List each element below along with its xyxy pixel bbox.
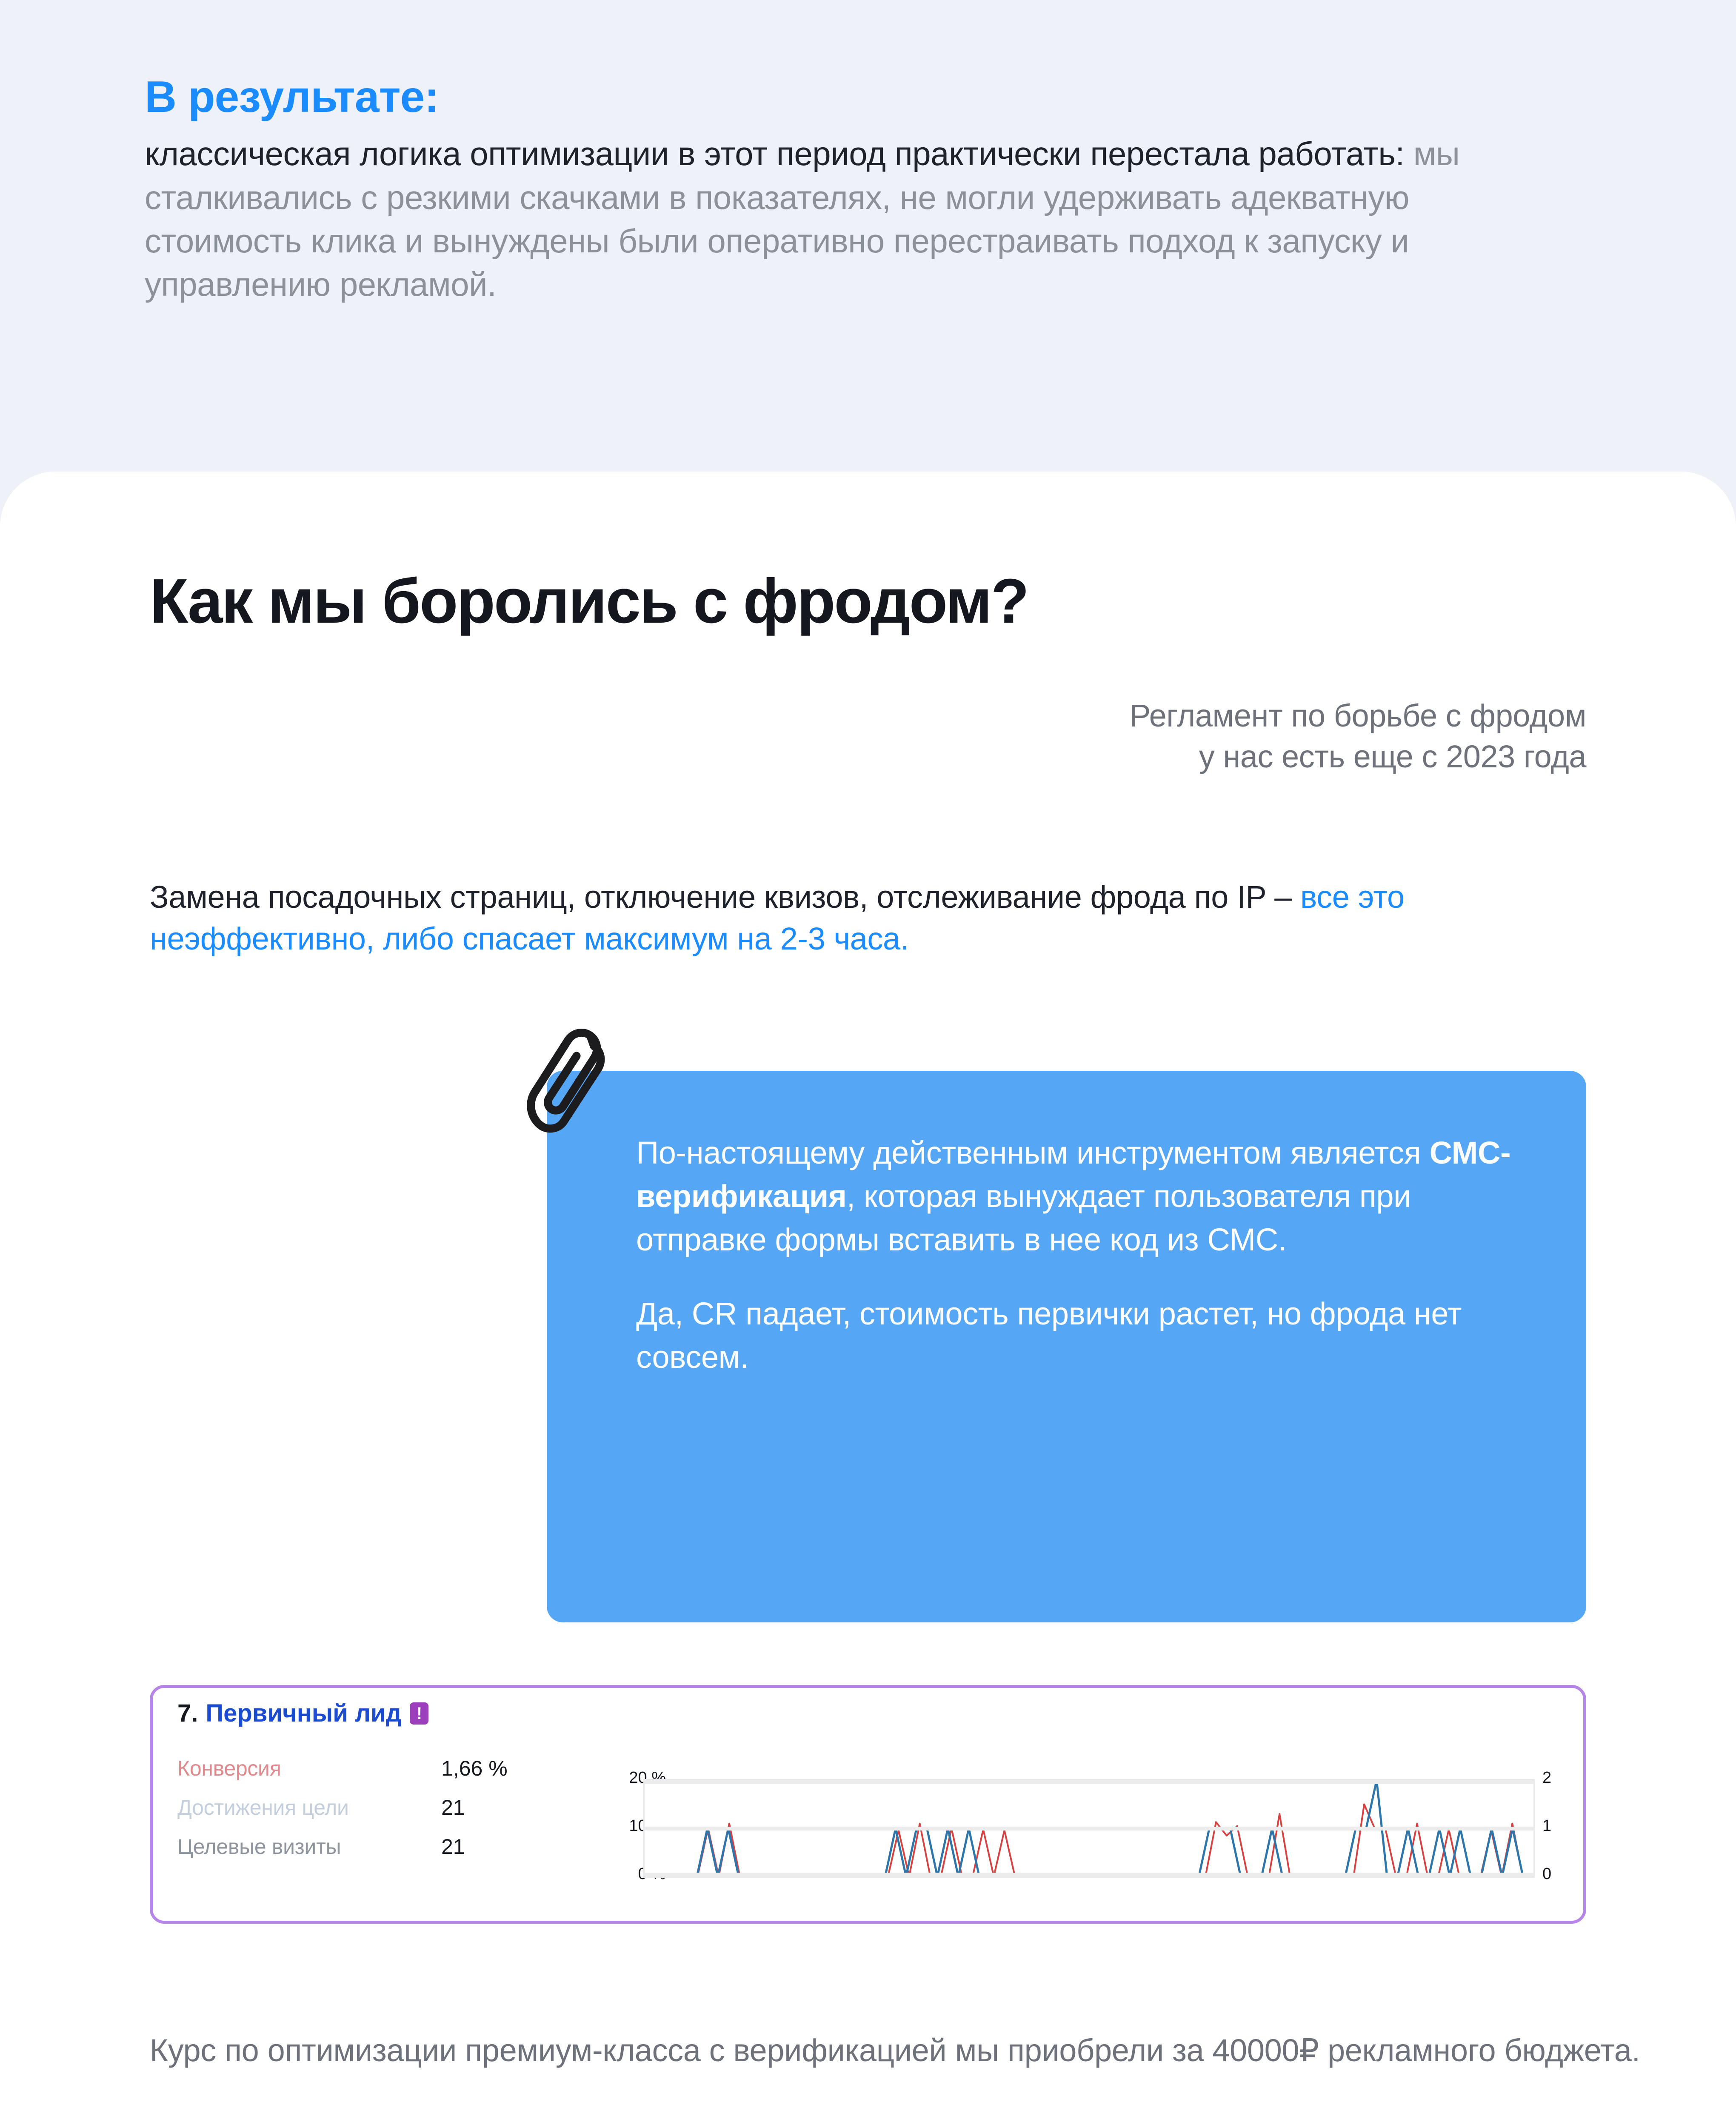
- metric-label: Целевые визиты: [177, 1835, 341, 1859]
- gridline-10: [645, 1827, 1533, 1831]
- intro-block: В результате: классическая логика оптими…: [145, 72, 1549, 306]
- callout-paragraph-2: Да, CR падает, стоимость первички растет…: [636, 1296, 1462, 1375]
- callout-p1-highlight: СМС-верификация: [636, 1135, 1511, 1214]
- table-row: Конверсия 1,66 %: [177, 1756, 560, 1795]
- subnote-line-2: у нас есть еще с 2023 года: [1199, 739, 1587, 775]
- section-subnote: Регламент по борьбе с фродом у нас есть …: [1130, 695, 1586, 777]
- callout-p1-part-a: По-настоящему действенным инструментом я…: [636, 1135, 1430, 1170]
- budget-paragraph: Курс по оптимизации премиум-класса с вер…: [150, 2033, 1640, 2068]
- right-axis-tick-2: 2: [1542, 1769, 1552, 1787]
- metric-rows: Конверсия 1,66 % Достижения цели 21 Целе…: [177, 1756, 560, 1873]
- callout-paragraph-1: По-настоящему действенным инструментом я…: [636, 1131, 1522, 1261]
- metric-label: Конверсия: [177, 1756, 281, 1780]
- paperclip-icon: [527, 1029, 605, 1133]
- sms-verification-callout-card: По-настоящему действенным инструментом я…: [547, 1071, 1586, 1622]
- intro-rest: мы сталкивались с резкими скачками в пок…: [145, 135, 1460, 303]
- chart-plot-area: [643, 1779, 1535, 1878]
- table-row: Целевые визиты 21: [177, 1834, 560, 1873]
- alert-badge-icon[interactable]: !: [410, 1702, 429, 1725]
- metric-card-header: 7. Первичный лид !: [177, 1699, 429, 1728]
- right-axis-tick-0: 0: [1542, 1865, 1552, 1883]
- para-blue-part: все это неэффективно, либо спасает макси…: [150, 879, 1405, 957]
- subnote-line-1: Регламент по борьбе с фродом: [1130, 698, 1586, 733]
- conversion-chart: 20 % 10 % 0 % 2 1 0: [596, 1753, 1574, 1898]
- callout-text-block: По-настоящему действенным инструментом я…: [636, 1131, 1522, 1379]
- page-title: Как мы боролись с фродом?: [150, 566, 1029, 636]
- metric-value: 21: [441, 1796, 465, 1819]
- intro-body: классическая логика оптимизации в этот п…: [145, 132, 1549, 306]
- gridline-20: [645, 1780, 1533, 1784]
- para-black-part: Замена посадочных страниц, отключение кв…: [150, 879, 1301, 915]
- metric-value: 21: [441, 1835, 465, 1859]
- gridline-0: [645, 1873, 1533, 1876]
- metric-card-number: 7.: [177, 1699, 198, 1727]
- landing-replacement-paragraph: Замена посадочных страниц, отключение кв…: [150, 876, 1426, 960]
- right-axis-tick-1: 1: [1542, 1817, 1552, 1835]
- metric-value: 1,66 %: [441, 1756, 508, 1780]
- intro-lead: классическая логика оптимизации в этот п…: [145, 135, 1405, 173]
- callout-p1-part-c: , которая вынуждает пользователя при отп…: [636, 1178, 1411, 1258]
- metric-card-title: Первичный лид: [206, 1699, 402, 1727]
- table-row: Достижения цели 21: [177, 1795, 560, 1834]
- metric-label: Достижения цели: [177, 1796, 349, 1819]
- intro-title: В результате:: [145, 72, 439, 122]
